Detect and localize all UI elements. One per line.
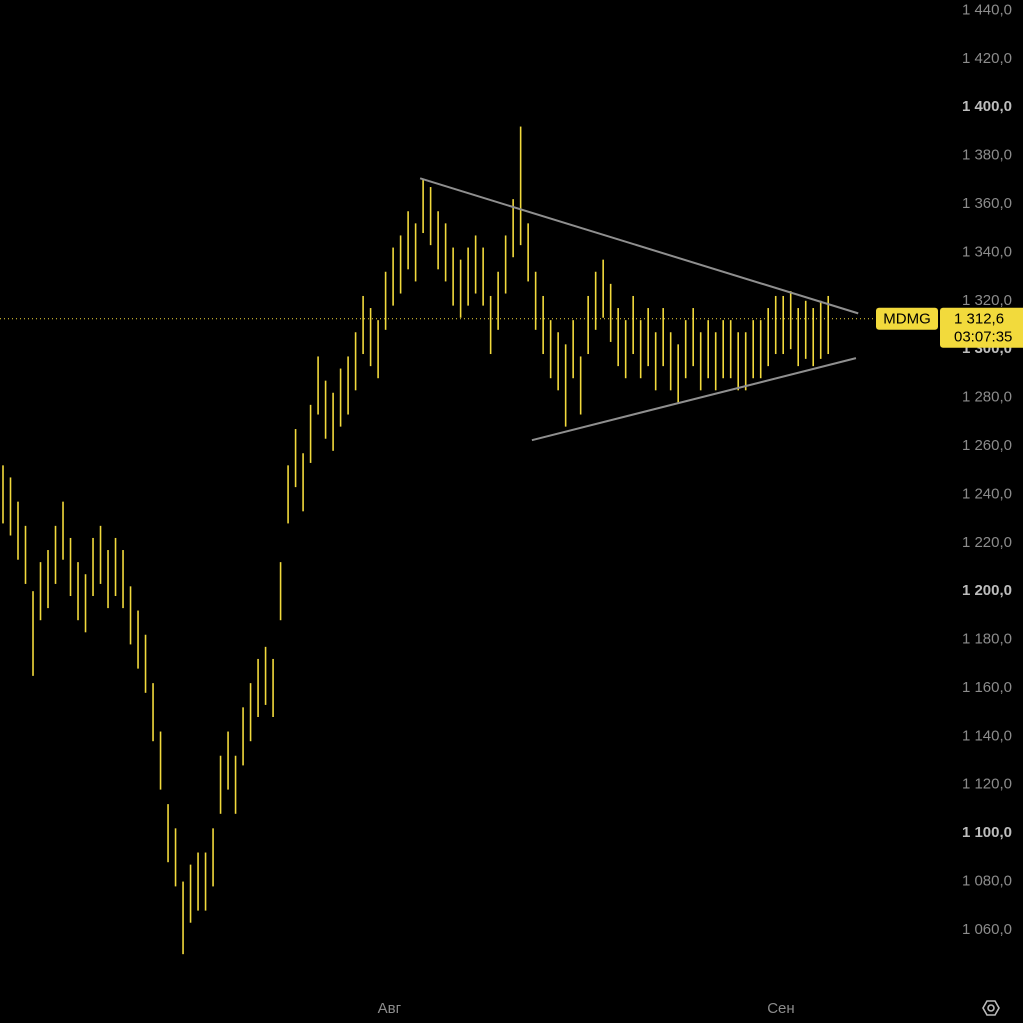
y-tick-label: 1 220,0 xyxy=(962,534,1012,551)
settings-icon[interactable] xyxy=(982,1000,1000,1016)
y-tick-label: 1 200,0 xyxy=(962,582,1012,599)
y-tick-label: 1 240,0 xyxy=(962,485,1012,502)
y-tick-label: 1 160,0 xyxy=(962,679,1012,696)
axis-layer: 1 060,0 1 080,0 1 100,0 1 120,0 1 140,0 1 160… xyxy=(378,1,1012,1017)
x-tick-label: Сен xyxy=(767,1000,794,1017)
y-tick-label: 1 440,0 xyxy=(962,1,1012,18)
price-box xyxy=(940,307,1023,348)
y-tick-label: 1 280,0 xyxy=(962,389,1012,406)
bars xyxy=(2,126,859,955)
y-tick-label: 1 420,0 xyxy=(962,50,1012,67)
trend-line xyxy=(419,177,859,315)
y-tick-label: 1 140,0 xyxy=(962,727,1012,744)
y-tick-label: 1 340,0 xyxy=(962,243,1012,260)
y-tick-label: 1 260,0 xyxy=(962,437,1012,454)
y-tick-label: 1 060,0 xyxy=(962,921,1012,938)
y-tick-label: 1 360,0 xyxy=(962,195,1012,212)
settings-dot xyxy=(987,1004,995,1012)
ticker-box xyxy=(876,307,938,330)
countdown: 03:07:35 xyxy=(954,329,1012,346)
y-tick-label: 1 180,0 xyxy=(962,631,1012,648)
price-tag: MDMG 1 312,603:07:35 xyxy=(0,307,1023,348)
last-price: 1 312,6 xyxy=(954,311,1004,328)
trend-line xyxy=(531,357,857,442)
y-tick-label: 1 320,0 xyxy=(962,292,1012,309)
y-tick-label: 1 120,0 xyxy=(962,776,1012,793)
y-tick-label: 1 080,0 xyxy=(962,873,1012,890)
y-tick-label: 1 100,0 xyxy=(962,824,1012,841)
y-tick-label: 1 400,0 xyxy=(962,98,1012,115)
ticker: MDMG xyxy=(883,311,931,328)
y-tick-label: 1 380,0 xyxy=(962,147,1012,164)
settings-hex xyxy=(982,1000,1000,1016)
x-tick-label: Авг xyxy=(378,1000,402,1017)
